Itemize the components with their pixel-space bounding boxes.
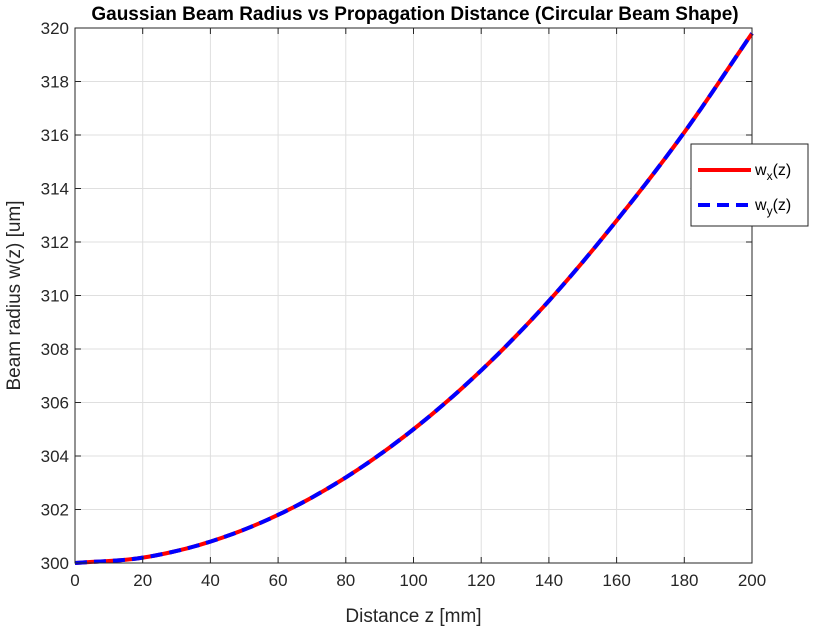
- y-tick-label: 300: [41, 554, 69, 573]
- series-group: [74, 32, 754, 565]
- grid: [74, 27, 753, 564]
- y-tick-label: 314: [41, 180, 69, 199]
- y-tick-label: 306: [41, 394, 69, 413]
- legend-label-x: wx(z): [754, 162, 791, 183]
- y-tick-label: 310: [41, 287, 69, 306]
- legend-label-suffix: (z): [773, 162, 792, 179]
- x-tick-label: 60: [269, 571, 288, 590]
- axis-ticks: [74, 27, 753, 564]
- y-tick-label: 320: [41, 19, 69, 38]
- legend-label-subscript: y: [767, 204, 773, 218]
- chart-title: Gaussian Beam Radius vs Propagation Dist…: [91, 4, 738, 25]
- legend-label-y: wy(z): [754, 197, 791, 218]
- x-tick-label: 140: [535, 571, 563, 590]
- x-tick-label: 180: [670, 571, 698, 590]
- tick-labels: 0 20 40 60 80 100 120 140 160 180 200 300 302 304 306 3…: [41, 19, 767, 590]
- x-tick-label: 20: [133, 571, 152, 590]
- y-tick-label: 302: [41, 501, 69, 520]
- x-tick-label: 200: [738, 571, 766, 590]
- legend: wx(z)wy(z): [690, 143, 809, 227]
- x-tick-label: 80: [336, 571, 355, 590]
- y-tick-label: 316: [41, 126, 69, 145]
- legend-box: [690, 143, 809, 227]
- y-tick-label: 304: [41, 447, 69, 466]
- y-tick-label: 318: [41, 73, 69, 92]
- legend-label-base: w: [754, 197, 767, 214]
- x-axis-label: Distance z [mm]: [345, 606, 481, 627]
- x-tick-label: 40: [201, 571, 220, 590]
- x-tick-label: 120: [467, 571, 495, 590]
- legend-label-base: w: [754, 162, 767, 179]
- legend-label-subscript: x: [767, 169, 773, 183]
- series-line-y: [74, 32, 754, 565]
- x-tick-label: 160: [602, 571, 630, 590]
- legend-label-suffix: (z): [773, 197, 792, 214]
- y-tick-label: 312: [41, 233, 69, 252]
- x-tick-label: 100: [399, 571, 427, 590]
- y-tick-label: 308: [41, 340, 69, 359]
- x-tick-label: 0: [70, 571, 79, 590]
- y-axis-label: Beam radius w(z) [um]: [4, 200, 25, 390]
